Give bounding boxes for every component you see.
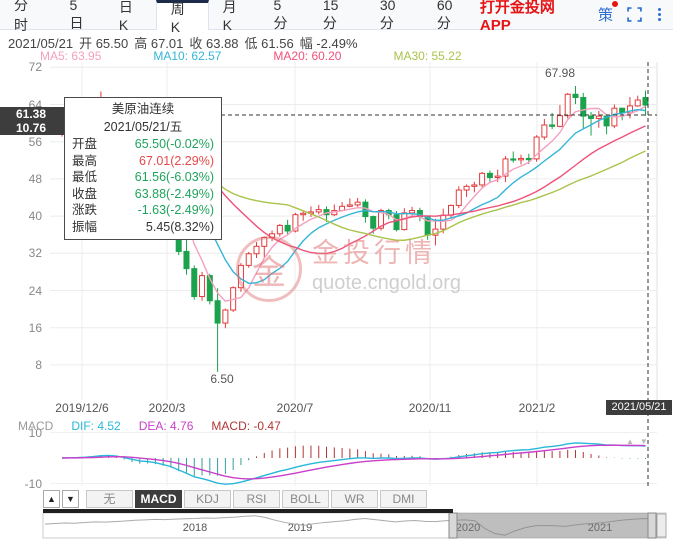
price-tick-label: 72 [28, 60, 42, 75]
tooltip-row: 收盘 63.88(-2.49%) [72, 186, 214, 201]
indicator-tab-BOLL[interactable]: BOLL [282, 490, 329, 508]
tooltip-row: 涨跌 -1.63(-2.49%) [72, 203, 214, 217]
tooltip-instrument: 美原油连续 [111, 102, 175, 116]
ohlc-item: 收 63.88 [189, 36, 239, 51]
quote-date: 2021/05/21 [8, 36, 74, 51]
period-tab-15分[interactable]: 15分 [322, 0, 339, 31]
indicator-tab-MACD[interactable]: MACD [135, 490, 182, 508]
current-date-badge: 2021/05/21 [606, 400, 672, 415]
indicator-tab-RSI[interactable]: RSI [233, 490, 280, 508]
period-tab-分时[interactable]: 分时 [14, 0, 28, 33]
macd-legend-item: MACD: -0.47 [211, 419, 281, 433]
macd-collapse-arrows[interactable]: ▲▼ [626, 437, 654, 446]
indicator-tab-DMI[interactable]: DMI [380, 490, 427, 508]
price-tick-label: 56 [28, 134, 42, 149]
ohlc-item: 开 65.50 [79, 36, 129, 51]
indicator-tab-WR[interactable]: WR [331, 490, 378, 508]
price-tick-label: 32 [28, 246, 42, 261]
toolbar-right-group: 打开金投网APP 策 [480, 0, 673, 34]
crosshair-secondary-badge: 10.76 [0, 121, 64, 135]
fullscreen-icon[interactable] [627, 7, 642, 22]
macd-legend-item: DIF: 4.52 [71, 419, 121, 433]
period-tab-周K[interactable]: 周K [155, 0, 209, 35]
macd-tick-label: -10 [24, 477, 42, 491]
time-tick-label: 2020/3 [148, 401, 186, 415]
price-tick-label: 40 [28, 209, 42, 224]
period-tabs: 分时 5日 日K 周K 月K 5分 15分 30分 60分 [0, 0, 480, 35]
period-toolbar: 分时 5日 日K 周K 月K 5分 15分 30分 60分 打开金投网APP 策 [0, 0, 673, 35]
time-tick-label: 2020/7 [276, 401, 314, 415]
period-tab-30分[interactable]: 30分 [379, 0, 396, 31]
macd-legend: MACD DIF: 4.52 DEA: 4.76 MACD: -0.47 [18, 419, 299, 433]
ohlc-item: 高 67.01 [134, 36, 184, 51]
open-app-link[interactable]: 打开金投网APP [479, 0, 555, 34]
ma-legend-item: MA20: 60.20 [273, 49, 342, 63]
period-tab-日K[interactable]: 日K [118, 0, 133, 33]
indicator-tabs: 无 MACD KDJ RSI BOLL WR DMI [86, 490, 427, 508]
price-tick-label: 8 [35, 357, 42, 372]
navigator-track-bar [43, 509, 453, 513]
notification-dot [612, 1, 618, 7]
strategy-button[interactable]: 策 [598, 1, 618, 25]
ohlc-info-bar: 2021/05/21 开 65.50 高 67.01 收 63.88 低 61.56 幅 … [8, 33, 370, 52]
ma-legend: MA5: 63.95 MA10: 62.57 MA20: 60.20 MA30: 55… [40, 49, 514, 63]
indicator-tab-无[interactable]: 无 [86, 490, 133, 508]
price-tick-label: 48 [28, 171, 42, 186]
candle-tooltip: 美原油连续 2021/05/21/五 开盘 65.50(-0.02%) 最高 67.0… [64, 97, 222, 240]
high-annotation: 67.98 [544, 66, 576, 80]
low-annotation: 6.50 [210, 372, 234, 386]
price-tick-label: 24 [28, 283, 42, 298]
indicator-tab-KDJ[interactable]: KDJ [184, 490, 231, 508]
more-menu-icon[interactable] [656, 6, 663, 23]
crosshair-price-badge: 61.38 [0, 107, 64, 121]
period-tab-5分[interactable]: 5分 [273, 0, 288, 31]
ohlc-item: 低 61.56 [244, 36, 294, 51]
tooltip-row: 最高 67.01(2.29%) [72, 153, 214, 168]
price-tick-label: 16 [28, 320, 42, 335]
period-tab-月K[interactable]: 月K [222, 0, 237, 33]
macd-tick-label: 10 [28, 426, 42, 440]
time-tick-label: 2021/2 [518, 401, 556, 415]
svg-text:2018: 2018 [183, 522, 207, 534]
panel-down-button[interactable]: ▼ [62, 490, 79, 508]
macd-legend-item: MACD [18, 419, 54, 433]
macd-legend-item: DEA: 4.76 [138, 419, 194, 433]
tooltip-date: 2021/05/21/五 [103, 120, 183, 134]
period-tab-5日[interactable]: 5日 [69, 0, 84, 31]
ohlc-values: 开 65.50 高 67.01 收 63.88 低 61.56 幅 -2.49% [79, 36, 363, 51]
ohlc-item: 幅 -2.49% [299, 36, 358, 51]
period-tab-60分[interactable]: 60分 [436, 0, 453, 31]
ma-legend-item: MA10: 62.57 [153, 49, 222, 63]
time-tick-label: 2020/11 [408, 401, 452, 415]
tooltip-row: 最低 61.56(-6.03%) [72, 170, 214, 184]
ma-legend-item: MA5: 63.95 [40, 49, 102, 63]
ma-legend-item: MA30: 55.22 [393, 49, 462, 63]
tooltip-row: 开盘 65.50(-0.02%) [72, 137, 214, 151]
time-tick-label: 2019/12/6 [55, 401, 109, 415]
tooltip-row: 振幅 5.45(8.32%) [72, 219, 214, 234]
panel-up-button[interactable]: ▲ [43, 490, 60, 508]
